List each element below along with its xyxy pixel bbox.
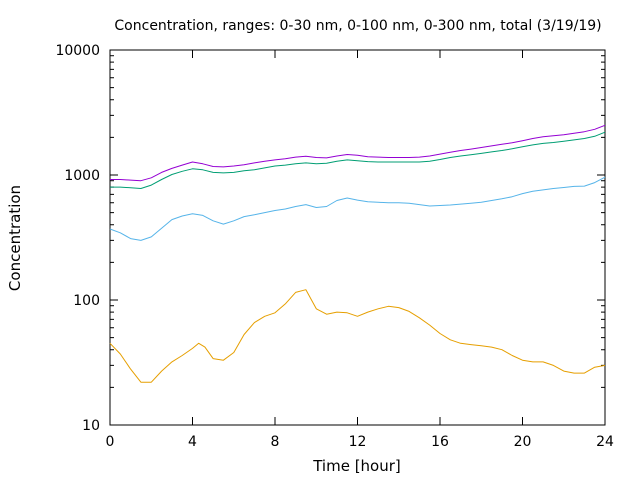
y-axis-label: Concentration — [6, 185, 24, 291]
y-minor-ticks — [110, 55, 605, 388]
x-axis-label: Time [hour] — [312, 457, 401, 475]
series-layer — [109, 124, 606, 383]
x-tick-label: 24 — [596, 434, 614, 450]
x-tick-label: 16 — [431, 434, 449, 450]
chart-title: Concentration, ranges: 0-30 nm, 0-100 nm… — [114, 18, 601, 34]
x-tick-label: 8 — [271, 434, 280, 450]
series-line-4 — [110, 124, 606, 182]
y-tick-label: 10 — [82, 418, 100, 434]
series-line-2 — [109, 176, 606, 241]
series-line-1 — [109, 289, 606, 383]
x-tick-label: 12 — [349, 434, 367, 450]
x-tick-label: 0 — [106, 434, 115, 450]
x-tick-label: 20 — [514, 434, 532, 450]
x-axis-ticks: 0 4 8 12 16 20 24 — [106, 50, 614, 450]
y-axis-ticks: 10 100 1000 10000 — [55, 43, 605, 434]
x-tick-label: 4 — [188, 434, 197, 450]
y-tick-label: 10000 — [55, 43, 100, 59]
y-tick-label: 100 — [73, 293, 100, 309]
series-line-3 — [110, 131, 606, 189]
y-tick-label: 1000 — [64, 168, 100, 184]
